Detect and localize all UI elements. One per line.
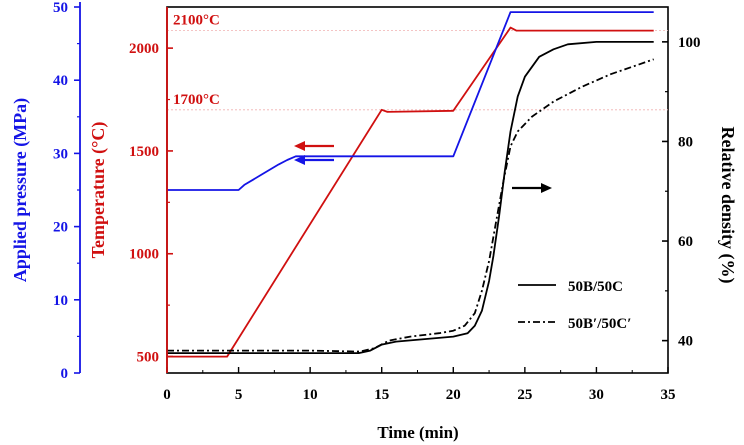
x-tick-label: 10 (303, 387, 318, 403)
series-line-temperature (167, 26, 654, 358)
series-line-pressure (167, 11, 654, 191)
density-tick-label: 60 (678, 234, 693, 250)
x-tick-label: 15 (374, 387, 389, 403)
density-tick-label: 40 (678, 334, 693, 350)
series-line-density (167, 41, 654, 355)
density-tick-label: 100 (678, 35, 701, 51)
x-tick-label: 30 (589, 387, 604, 403)
temperature-axis-label: Temperature (°C) (88, 122, 109, 259)
pressure-tick-label: 0 (61, 366, 69, 382)
legend-label-1: 50B/50C (568, 279, 623, 295)
arrow-head-density (541, 183, 552, 193)
pressure-axis-label: Applied pressure (MPa) (10, 98, 31, 282)
density-axis-label: Relative density (%) (717, 127, 738, 284)
x-tick-label: 25 (517, 387, 532, 403)
series-line-density (167, 58, 654, 353)
pressure-tick-label: 20 (53, 220, 68, 236)
temperature-tick-label: 2000 (129, 41, 159, 57)
legend: 50B/50C 50B′/50C′ (518, 279, 631, 332)
legend-label-2: 50B′/50C′ (568, 316, 631, 332)
x-tick-label: 35 (661, 387, 676, 403)
temperature-tick-label: 1500 (129, 144, 159, 160)
x-tick-label: 20 (446, 387, 461, 403)
pressure-tick-label: 40 (53, 73, 68, 89)
pressure-tick-label: 10 (53, 293, 68, 309)
annotation-label: 1700°C (173, 92, 220, 108)
x-tick-label: 5 (235, 387, 243, 403)
annotation-label: 2100°C (173, 13, 220, 29)
x-axis-label: Time (min) (377, 423, 458, 442)
arrow-head-temperature (294, 141, 305, 151)
temperature-tick-label: 500 (137, 350, 160, 366)
arrow-head-pressure (294, 155, 305, 165)
temperature-tick-label: 1000 (129, 247, 159, 263)
pressure-tick-label: 50 (53, 0, 68, 16)
x-tick-label: 0 (163, 387, 171, 403)
pressure-tick-label: 30 (53, 146, 68, 162)
density-tick-label: 80 (678, 134, 693, 150)
